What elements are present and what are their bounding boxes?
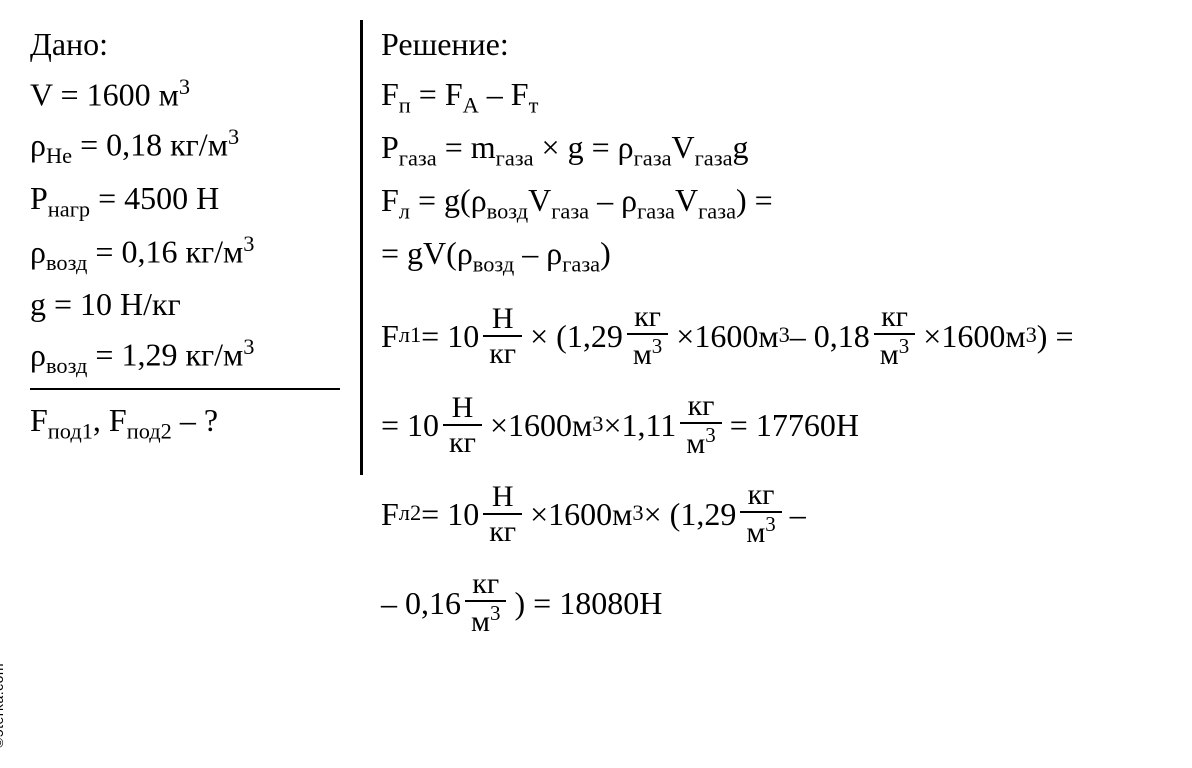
eq-fl1-calc-b: = 10 Нкг ×1600м3 ×1,11 кгм3 = 17760Н — [381, 389, 1192, 460]
given-rho-he: ρHe = 0,18 кг/м3 — [30, 120, 340, 174]
given-volume: V = 1600 м3 — [30, 70, 340, 120]
frac-n-kg: Нкг — [483, 480, 522, 548]
frac-kg-m3: кгм3 — [680, 389, 721, 460]
eq-gas-weight: Pгаза = mгаза × g = ρгазаVгазаg — [381, 123, 1192, 176]
eq-fl2-calc-a: Fл2 = 10 Нкг ×1600м3 × (1,29 кгм3 – — [381, 478, 1192, 549]
given-section: Дано: V = 1600 м3 ρHe = 0,18 кг/м3 Pнагр… — [30, 20, 363, 475]
eq-lift-force: Fп = FA – Fт — [381, 70, 1192, 123]
eq-fl-expand: Fл = g(ρвоздVгаза – ρгазаVгаза) = — [381, 176, 1192, 229]
frac-kg-m3: кгм3 — [874, 300, 915, 371]
frac-n-kg: Нкг — [443, 391, 482, 459]
solution-section: Решение: Fп = FA – Fт Pгаза = mгаза × g … — [363, 20, 1192, 656]
eq-fl2-calc-b: – 0,16 кгм3 ) = 18080Н — [381, 567, 1192, 638]
frac-kg-m3: кгм3 — [465, 567, 506, 638]
given-p-nagr: Pнагр = 4500 Н — [30, 174, 340, 227]
given-rho-vozd2: ρвозд = 1,29 кг/м3 — [30, 330, 340, 384]
given-divider — [30, 388, 340, 390]
watermark: ©5terka.com — [0, 663, 6, 748]
solution-heading: Решение: — [381, 20, 1192, 70]
physics-problem-layout: Дано: V = 1600 м3 ρHe = 0,18 кг/м3 Pнагр… — [0, 0, 1192, 656]
frac-kg-m3: кгм3 — [627, 300, 668, 371]
frac-kg-m3: кгм3 — [740, 478, 781, 549]
find-line: Fпод1, Fпод2 – ? — [30, 396, 340, 449]
given-g: g = 10 Н/кг — [30, 280, 340, 330]
frac-n-kg: Нкг — [483, 302, 522, 370]
eq-fl1-calc-a: Fл1 = 10 Нкг × (1,29 кгм3 ×1600м3 – 0,18… — [381, 300, 1192, 371]
given-heading: Дано: — [30, 20, 340, 70]
eq-fl-factored: = gV(ρвозд – ρгаза) — [381, 229, 1192, 282]
given-rho-vozd1: ρвозд = 0,16 кг/м3 — [30, 227, 340, 281]
